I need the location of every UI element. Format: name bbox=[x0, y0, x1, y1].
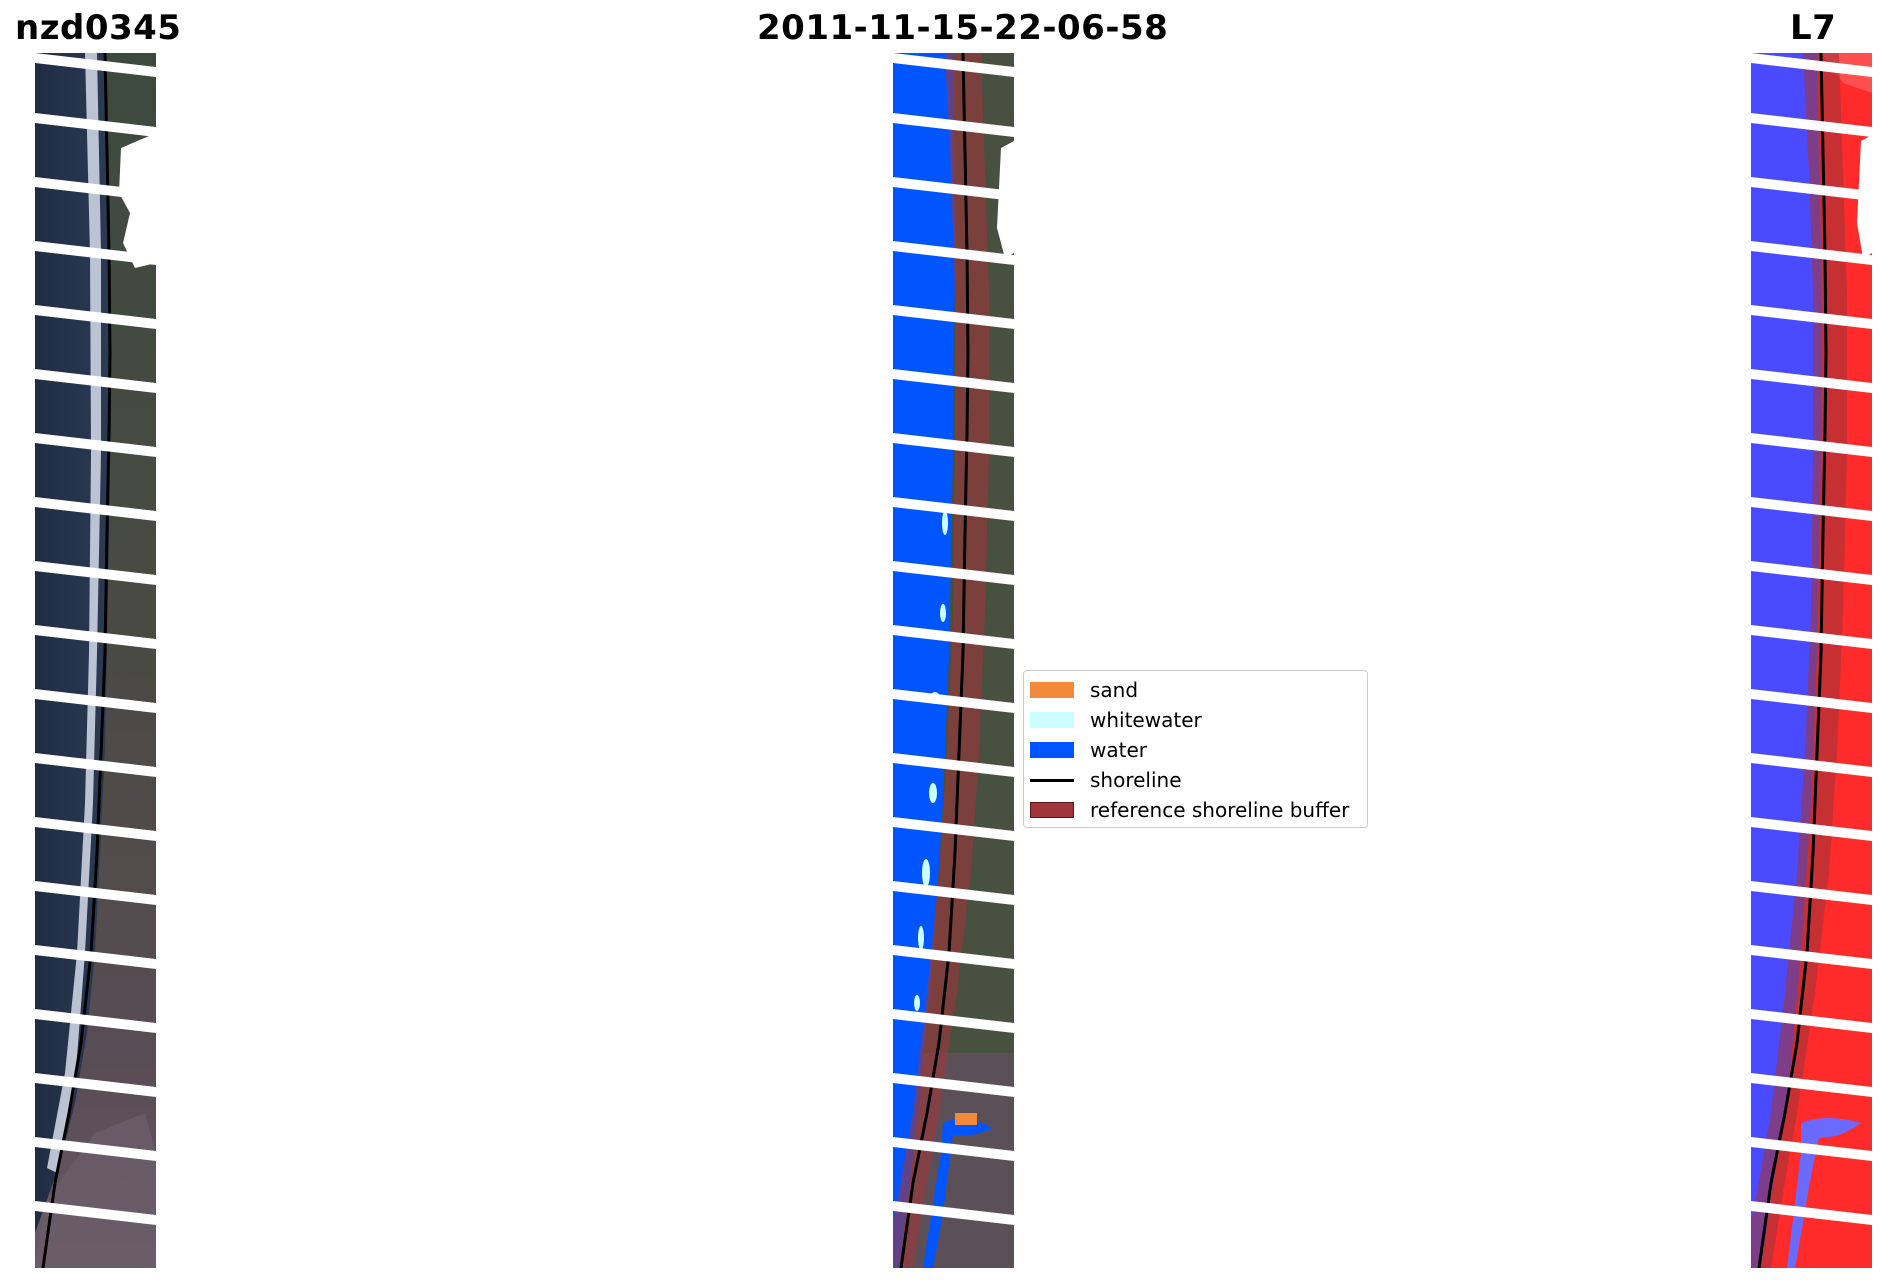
legend-label: whitewater bbox=[1090, 708, 1202, 732]
sand-swatch bbox=[1030, 682, 1074, 698]
index-image bbox=[1751, 53, 1872, 1268]
legend-label: sand bbox=[1090, 678, 1139, 702]
rgb-panel-title: nzd0345 bbox=[15, 8, 182, 48]
shoreline-line-swatch bbox=[1030, 778, 1074, 782]
classified-image-panel bbox=[893, 53, 1014, 1268]
index-image-panel bbox=[1751, 53, 1872, 1268]
rgb-image bbox=[35, 53, 156, 1268]
legend-item-sand: sand bbox=[1030, 677, 1138, 703]
legend: sand whitewater water shoreline referenc… bbox=[1023, 670, 1368, 828]
legend-item-water: water bbox=[1030, 737, 1147, 763]
legend-item-buffer: reference shoreline buffer bbox=[1030, 797, 1349, 823]
date-title: 2011-11-15-22-06-58 bbox=[757, 8, 1169, 48]
whitewater-swatch bbox=[1030, 712, 1074, 728]
legend-item-whitewater: whitewater bbox=[1030, 707, 1202, 733]
classified-image bbox=[893, 53, 1014, 1268]
legend-label: shoreline bbox=[1090, 768, 1182, 792]
legend-item-shoreline: shoreline bbox=[1030, 767, 1182, 793]
legend-label: reference shoreline buffer bbox=[1090, 798, 1350, 822]
rgb-image-panel bbox=[35, 53, 156, 1268]
water-swatch bbox=[1030, 742, 1074, 758]
legend-label: water bbox=[1090, 738, 1147, 762]
buffer-swatch bbox=[1030, 802, 1074, 818]
satellite-title: L7 bbox=[1790, 8, 1837, 48]
